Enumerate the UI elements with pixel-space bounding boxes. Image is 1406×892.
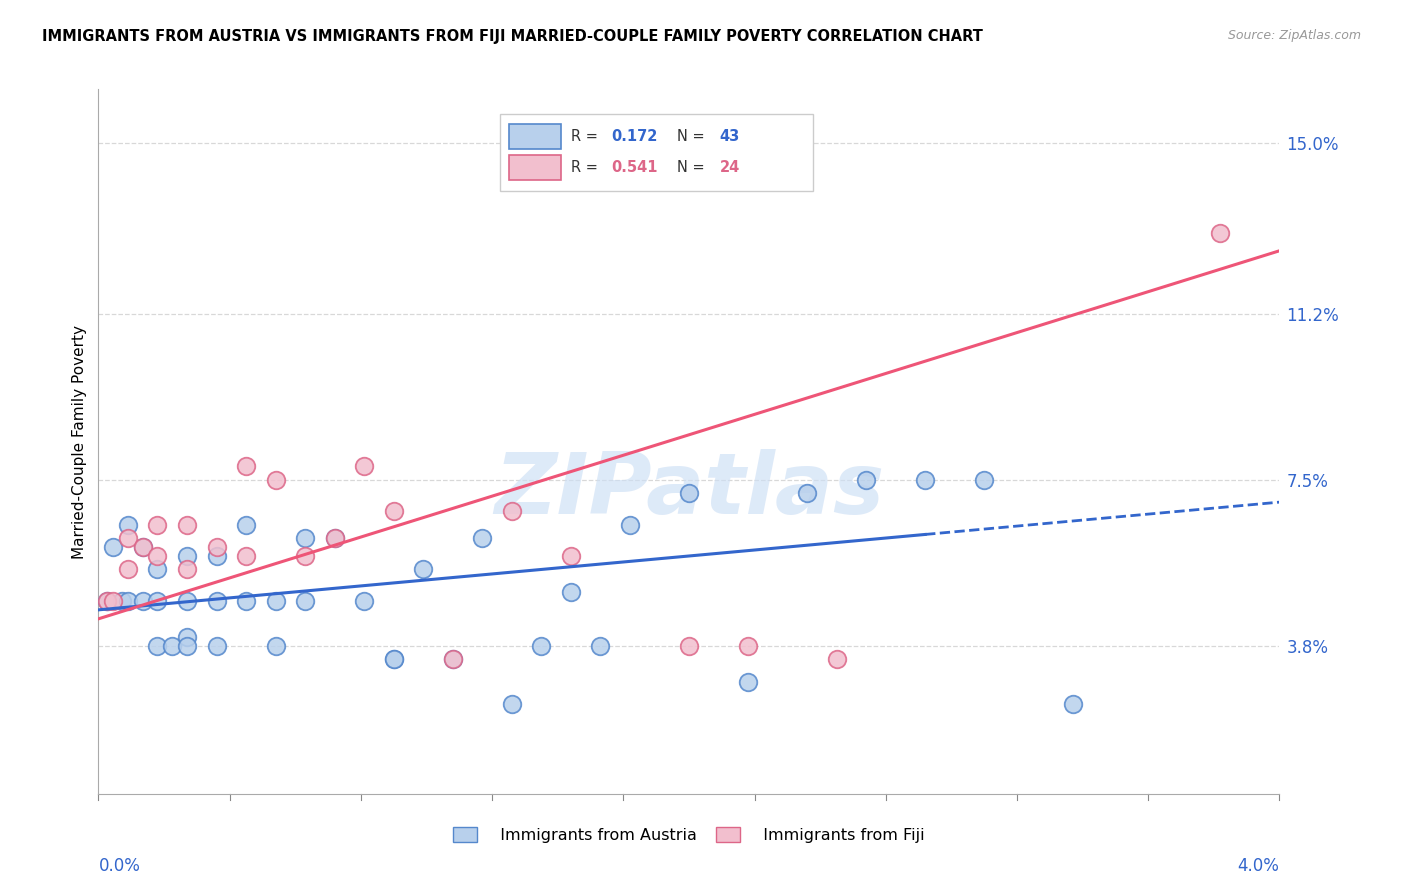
Point <box>176 594 198 608</box>
Point <box>176 639 198 653</box>
Point <box>737 639 759 653</box>
Text: N =: N = <box>678 129 710 144</box>
Point <box>264 473 287 487</box>
Text: 0.172: 0.172 <box>612 129 658 144</box>
Point <box>501 697 523 711</box>
Point <box>914 473 936 487</box>
Point <box>294 549 316 563</box>
Point <box>117 594 139 608</box>
Text: 0.0%: 0.0% <box>98 856 141 875</box>
Point <box>176 517 198 532</box>
Text: R =: R = <box>571 160 602 175</box>
Legend:   Immigrants from Austria,   Immigrants from Fiji: Immigrants from Austria, Immigrants from… <box>447 821 931 849</box>
FancyBboxPatch shape <box>509 124 561 149</box>
Point <box>353 459 375 474</box>
Point <box>323 531 346 545</box>
Point <box>111 594 134 608</box>
Point <box>441 652 464 666</box>
Point <box>205 639 228 653</box>
Text: N =: N = <box>678 160 710 175</box>
Point <box>205 540 228 554</box>
Point <box>560 585 582 599</box>
Point <box>678 639 700 653</box>
Point <box>323 531 346 545</box>
Point <box>264 639 287 653</box>
Point <box>132 594 155 608</box>
Point <box>146 517 169 532</box>
Point <box>205 549 228 563</box>
Text: R =: R = <box>571 129 602 144</box>
Point <box>205 594 228 608</box>
Point <box>235 459 257 474</box>
FancyBboxPatch shape <box>509 154 561 180</box>
Point <box>737 674 759 689</box>
Point <box>471 531 494 545</box>
Text: ZIPatlas: ZIPatlas <box>494 450 884 533</box>
Point <box>1209 226 1232 240</box>
Point <box>382 652 405 666</box>
Point <box>294 594 316 608</box>
Point <box>235 549 257 563</box>
Point <box>501 504 523 518</box>
Point <box>619 517 641 532</box>
Point <box>560 549 582 563</box>
Point <box>146 639 169 653</box>
Point <box>294 531 316 545</box>
Point <box>176 549 198 563</box>
Point <box>132 540 155 554</box>
Point <box>353 594 375 608</box>
Text: 4.0%: 4.0% <box>1237 856 1279 875</box>
Text: 24: 24 <box>720 160 740 175</box>
Point <box>589 639 612 653</box>
Point <box>117 562 139 576</box>
Point <box>235 517 257 532</box>
Point <box>103 540 125 554</box>
Point <box>117 531 139 545</box>
Point <box>678 486 700 500</box>
FancyBboxPatch shape <box>501 114 813 192</box>
Point <box>382 504 405 518</box>
Point <box>235 594 257 608</box>
Point <box>1062 697 1084 711</box>
Point <box>146 562 169 576</box>
Point <box>796 486 818 500</box>
Text: Source: ZipAtlas.com: Source: ZipAtlas.com <box>1227 29 1361 42</box>
Text: 43: 43 <box>720 129 740 144</box>
Point <box>96 594 118 608</box>
Point <box>412 562 434 576</box>
Point <box>176 630 198 644</box>
Point <box>146 594 169 608</box>
Point <box>530 639 553 653</box>
Point <box>96 594 118 608</box>
Point <box>176 562 198 576</box>
Point <box>382 652 405 666</box>
Text: IMMIGRANTS FROM AUSTRIA VS IMMIGRANTS FROM FIJI MARRIED-COUPLE FAMILY POVERTY CO: IMMIGRANTS FROM AUSTRIA VS IMMIGRANTS FR… <box>42 29 983 44</box>
Text: 0.541: 0.541 <box>612 160 658 175</box>
Point <box>441 652 464 666</box>
Point <box>103 594 125 608</box>
Point <box>855 473 877 487</box>
Point <box>973 473 995 487</box>
Y-axis label: Married-Couple Family Poverty: Married-Couple Family Poverty <box>72 325 87 558</box>
Point <box>825 652 848 666</box>
Point <box>162 639 183 653</box>
Point <box>146 549 169 563</box>
Point <box>117 517 139 532</box>
Point <box>132 540 155 554</box>
Point <box>264 594 287 608</box>
